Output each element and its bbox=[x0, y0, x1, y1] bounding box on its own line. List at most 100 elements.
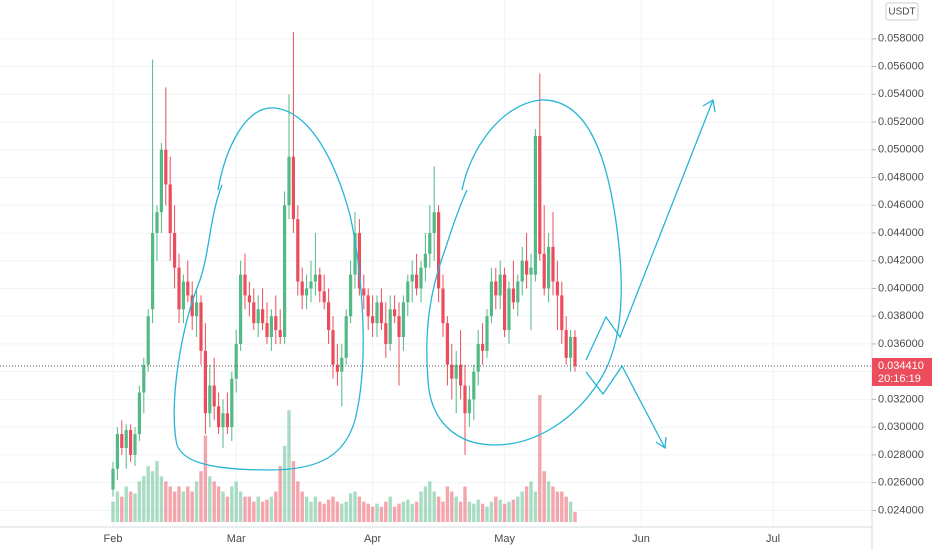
candle-body bbox=[217, 406, 221, 428]
volume-bar bbox=[137, 481, 142, 522]
candle-body bbox=[151, 232, 155, 310]
drawings bbox=[173, 98, 716, 471]
candle-body bbox=[498, 274, 502, 296]
y-tick-label: 0.052000 bbox=[878, 116, 924, 128]
candle-body bbox=[137, 392, 141, 435]
volume-bar bbox=[115, 491, 120, 522]
volume-bar bbox=[309, 501, 313, 522]
candle-body bbox=[115, 434, 119, 469]
volume-bar bbox=[326, 499, 331, 522]
candle-body bbox=[454, 364, 458, 379]
candle-body bbox=[199, 302, 203, 351]
candle-body bbox=[256, 309, 260, 324]
volume-bar bbox=[199, 471, 203, 522]
candle-body bbox=[142, 364, 146, 393]
candle-body bbox=[564, 330, 568, 358]
candle-body bbox=[243, 274, 247, 296]
volume-bar bbox=[560, 491, 564, 522]
candle-body bbox=[441, 288, 445, 324]
candle-body bbox=[415, 274, 419, 289]
candle-body bbox=[164, 149, 168, 185]
volume-bar bbox=[146, 466, 150, 522]
candle-body bbox=[239, 274, 243, 344]
candle-body bbox=[221, 413, 225, 428]
volume-bar bbox=[225, 496, 230, 522]
candle-body bbox=[481, 343, 485, 351]
candle-body bbox=[283, 205, 287, 338]
volume-bar bbox=[133, 493, 137, 522]
volume-bar bbox=[335, 501, 340, 522]
candle-body bbox=[384, 323, 388, 344]
candle-body bbox=[318, 274, 322, 292]
candle-body bbox=[309, 281, 313, 289]
candle-body bbox=[357, 232, 361, 289]
y-tick-label: 0.036000 bbox=[878, 338, 924, 350]
candle-body bbox=[463, 385, 467, 414]
candle-body bbox=[437, 212, 441, 289]
volume-bar bbox=[344, 501, 348, 522]
volume-bar bbox=[494, 496, 498, 522]
countdown-label: 20:16:19 bbox=[878, 373, 921, 385]
last-price-label: 0.034410 bbox=[878, 360, 924, 372]
volume-bar bbox=[384, 501, 388, 522]
y-tick-label: 0.032000 bbox=[878, 393, 924, 405]
volume-bar bbox=[296, 481, 300, 522]
volume-bar bbox=[120, 496, 124, 522]
candle-body bbox=[195, 302, 199, 317]
volume-bar bbox=[480, 503, 485, 522]
candle-body bbox=[190, 295, 194, 317]
volume-bar bbox=[128, 491, 133, 522]
volume-bar bbox=[278, 466, 282, 522]
candle-body bbox=[401, 302, 405, 338]
candle-body bbox=[476, 343, 480, 372]
x-tick-label: Feb bbox=[104, 533, 123, 545]
candle-body bbox=[371, 316, 375, 324]
candle-body bbox=[511, 288, 515, 303]
candle-body bbox=[503, 274, 507, 331]
y-tick-label: 0.054000 bbox=[878, 88, 924, 100]
candle-body bbox=[124, 429, 128, 448]
volume-bar bbox=[168, 486, 172, 522]
candle-body bbox=[353, 232, 357, 275]
volume-bar bbox=[388, 496, 392, 522]
candle-body bbox=[533, 135, 537, 275]
volume-bar bbox=[507, 501, 511, 522]
volume-bar bbox=[445, 486, 450, 522]
arrow-drawing bbox=[585, 364, 667, 450]
volume-bar bbox=[370, 506, 375, 522]
candle-body bbox=[146, 316, 150, 365]
candle-body bbox=[287, 156, 291, 206]
candle-body bbox=[547, 246, 551, 289]
candle-body bbox=[507, 288, 511, 331]
candle-body bbox=[331, 330, 335, 365]
candle-body bbox=[327, 302, 331, 331]
volume-bar bbox=[362, 501, 366, 522]
volume-bar bbox=[287, 410, 291, 522]
y-tick-label: 0.024000 bbox=[878, 504, 924, 516]
candle-body bbox=[375, 302, 379, 324]
candle-body bbox=[181, 281, 185, 310]
y-tick-label: 0.026000 bbox=[878, 477, 924, 489]
ellipse-drawing bbox=[426, 99, 622, 446]
volume-bar bbox=[467, 501, 472, 522]
volume-bar bbox=[243, 496, 247, 522]
candle-body bbox=[379, 302, 383, 324]
volume-bar bbox=[190, 491, 194, 522]
volume-bar bbox=[366, 503, 370, 522]
volume-bar bbox=[401, 501, 406, 522]
volume-bar bbox=[124, 486, 128, 522]
y-tick-label: 0.058000 bbox=[878, 33, 924, 45]
candle-body bbox=[230, 378, 234, 428]
volume-bar bbox=[177, 486, 181, 522]
volume-bar bbox=[164, 481, 168, 522]
volume-bar bbox=[450, 491, 454, 522]
y-tick-label: 0.044000 bbox=[878, 227, 924, 239]
y-tick-label: 0.048000 bbox=[878, 171, 924, 183]
volume-bar bbox=[353, 491, 357, 522]
volume-bar bbox=[260, 501, 265, 522]
volume-bar bbox=[238, 491, 243, 522]
candle-body bbox=[388, 309, 392, 344]
volume-bar bbox=[322, 503, 326, 522]
